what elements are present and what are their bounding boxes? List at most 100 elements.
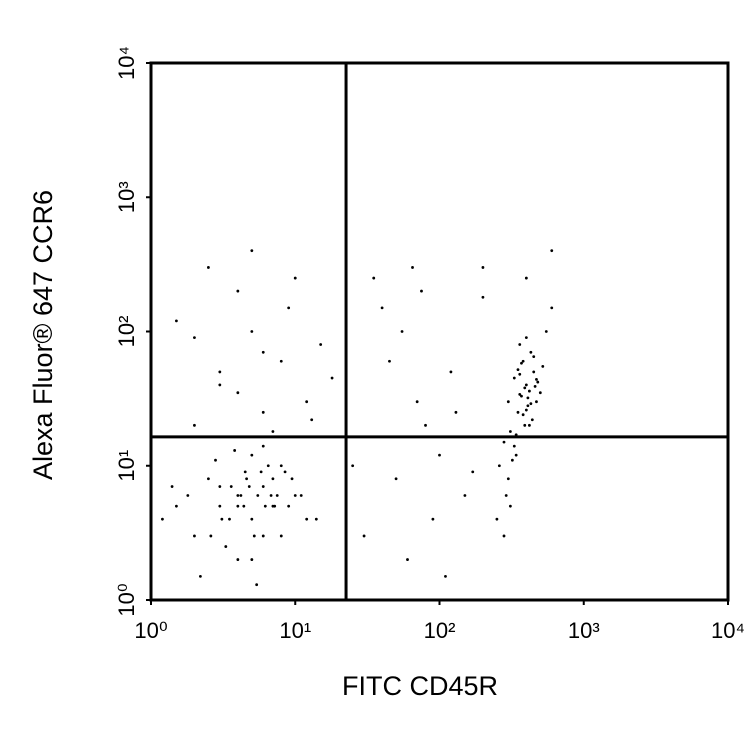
point	[394, 477, 398, 481]
point	[528, 423, 531, 427]
point	[279, 534, 283, 538]
point	[518, 343, 522, 346]
point	[261, 410, 265, 414]
point	[229, 485, 233, 488]
point	[236, 494, 240, 497]
point	[207, 266, 210, 269]
point	[495, 517, 499, 521]
point	[218, 504, 222, 508]
point	[310, 418, 314, 422]
point	[536, 380, 540, 384]
point	[530, 418, 534, 422]
point	[518, 372, 522, 376]
point	[236, 504, 240, 508]
point	[186, 494, 190, 497]
point	[463, 494, 467, 497]
point	[506, 477, 510, 481]
point	[481, 295, 485, 299]
y-tick-label: 10⁴	[114, 46, 139, 80]
point	[504, 494, 508, 497]
plot-frame	[149, 61, 730, 602]
point	[218, 370, 222, 374]
point	[521, 359, 525, 363]
point	[524, 383, 528, 387]
point	[523, 423, 527, 427]
point	[550, 306, 554, 310]
point	[516, 368, 520, 372]
point	[275, 494, 279, 497]
point	[526, 396, 530, 400]
point	[524, 408, 528, 412]
point	[279, 359, 283, 363]
point	[261, 444, 265, 448]
point	[263, 504, 267, 508]
point	[250, 453, 254, 457]
point	[239, 494, 243, 497]
point	[550, 249, 554, 253]
point	[261, 534, 265, 538]
x-tick-label: 10⁴	[711, 618, 745, 643]
point	[261, 350, 265, 354]
point	[351, 464, 355, 468]
point	[305, 400, 309, 404]
point	[279, 464, 283, 468]
point	[532, 370, 536, 374]
point	[250, 517, 254, 521]
point	[261, 485, 265, 488]
point	[415, 400, 419, 404]
point	[220, 517, 224, 521]
point	[424, 423, 427, 427]
point	[236, 289, 240, 293]
point	[319, 343, 323, 346]
point	[256, 494, 260, 497]
point	[449, 370, 453, 374]
y-tick-label: 10⁰	[114, 583, 139, 616]
point	[305, 517, 309, 521]
point	[209, 534, 213, 538]
point	[510, 458, 514, 462]
point	[438, 453, 441, 457]
point	[518, 392, 522, 396]
point	[520, 394, 523, 398]
point	[314, 517, 318, 521]
point	[271, 477, 275, 481]
x-tick-label: 10¹	[279, 618, 311, 643]
point	[526, 404, 530, 408]
y-tick-label: 10¹	[114, 450, 139, 482]
point	[431, 517, 435, 521]
point	[512, 444, 516, 448]
x-tick-label: 10³	[568, 618, 600, 643]
point	[287, 504, 291, 508]
point	[250, 330, 254, 333]
point	[207, 477, 210, 481]
point	[532, 355, 536, 359]
point	[406, 558, 409, 561]
point	[287, 306, 291, 310]
point	[380, 306, 384, 310]
point	[541, 364, 545, 368]
point	[502, 440, 506, 444]
point	[193, 534, 196, 538]
point	[214, 458, 217, 462]
point	[444, 574, 447, 578]
x-tick-label: 10²	[424, 618, 456, 643]
point	[514, 453, 518, 457]
point	[388, 359, 391, 363]
point	[516, 410, 520, 414]
point	[529, 402, 533, 406]
point	[161, 517, 164, 521]
point	[535, 400, 538, 404]
point	[170, 485, 174, 488]
point	[506, 400, 510, 404]
point	[273, 504, 277, 508]
point	[502, 534, 506, 538]
point	[411, 266, 414, 269]
y-tick-label: 10³	[114, 181, 139, 213]
point	[508, 430, 512, 433]
point	[535, 377, 538, 381]
point	[524, 276, 528, 280]
y-tick-label: 10²	[114, 316, 139, 348]
point	[538, 391, 542, 395]
x-axis-label: FITC CD45R	[342, 671, 498, 701]
point	[283, 470, 287, 474]
